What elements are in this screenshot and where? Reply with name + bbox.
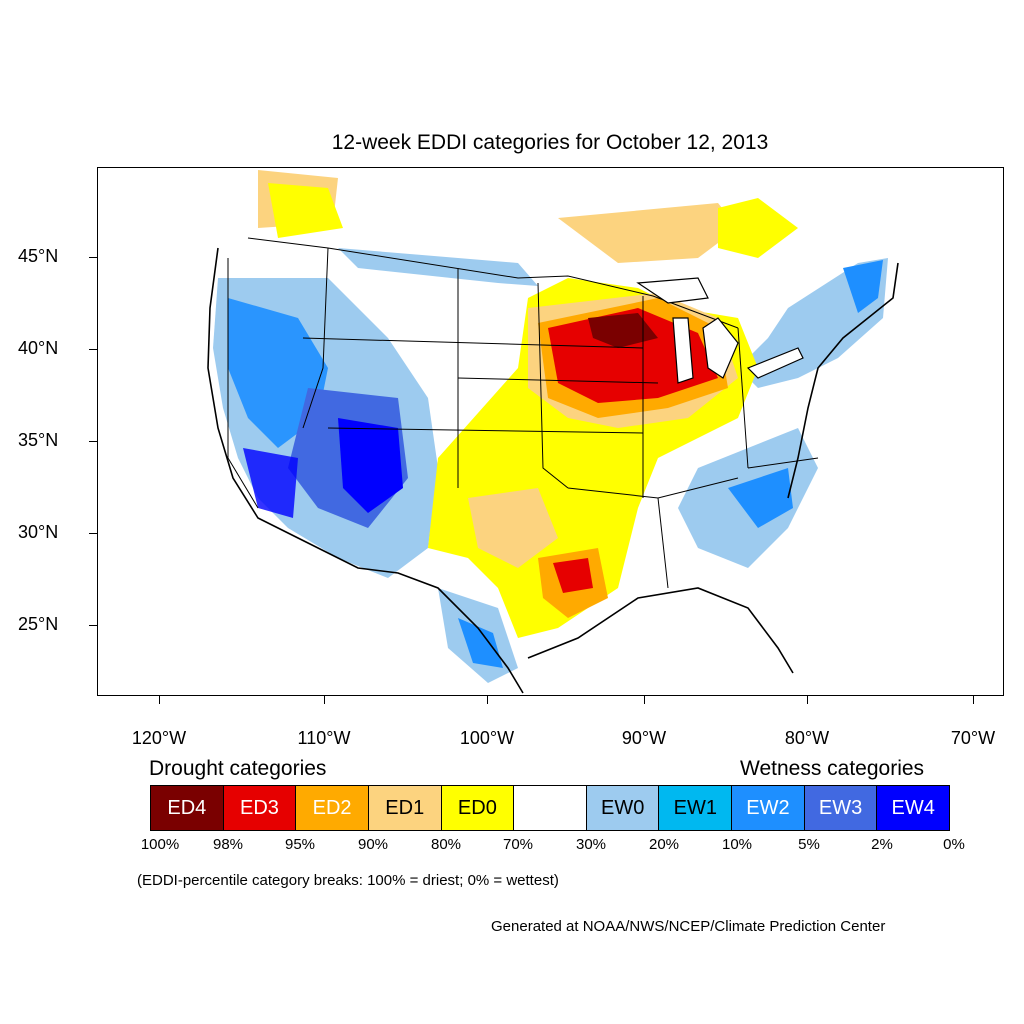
lat-label-35: 35°N	[18, 430, 59, 450]
chart-title: 12-week EDDI categories for October 12, …	[331, 131, 769, 154]
legend-swatch-ed2: ED2	[296, 786, 369, 830]
lon-tick-120	[159, 696, 160, 704]
legend-swatch-ed3: ED3	[223, 786, 297, 830]
break-label-30: 30%	[575, 836, 607, 853]
lon-tick-70	[973, 696, 974, 704]
lat-tick-30	[89, 533, 97, 534]
west-coast-ew4	[243, 448, 298, 518]
lon-tick-110	[324, 696, 325, 704]
break-label-5: 5%	[798, 836, 820, 853]
legend-label-ed4: ED4	[167, 796, 207, 819]
lat-label-25: 25°N	[18, 614, 59, 634]
legend-swatch-ew4: EW4	[877, 786, 950, 830]
category-legend: ED4 ED3 ED2 ED1 ED0 EW0 EW1 EW2 EW3 EW4	[150, 785, 950, 831]
lon-tick-80	[807, 696, 808, 704]
lon-tick-100	[487, 696, 488, 704]
canada-band-east	[558, 203, 738, 263]
lat-tick-40	[89, 349, 97, 350]
lon-label-90: 90°W	[621, 728, 667, 748]
northeast-ew1	[843, 260, 883, 313]
wisconsin-ed4	[588, 313, 658, 348]
legend-label-ed1: ED1	[385, 796, 425, 819]
lat-label-30: 30°N	[18, 522, 59, 542]
lon-tick-90	[644, 696, 645, 704]
legend-label-ed0: ED0	[457, 796, 497, 819]
lat-tick-25	[89, 625, 97, 626]
legend-swatch-ew2: EW2	[732, 786, 805, 830]
map-panel	[97, 167, 1004, 696]
legend-swatch-ed1: ED1	[368, 786, 442, 830]
legend-swatch-ew0: EW0	[586, 786, 660, 830]
break-label-90: 90%	[357, 836, 389, 853]
eddi-map	[207, 170, 983, 695]
break-label-20: 20%	[648, 836, 680, 853]
great-lakes	[636, 277, 804, 384]
break-label-98: 98%	[212, 836, 244, 853]
legend-swatch-normal	[514, 786, 587, 830]
break-label-70: 70%	[502, 836, 534, 853]
legend-label-ew4: EW4	[891, 796, 935, 819]
legend-label-ew2: EW2	[746, 796, 790, 819]
legend-label-ed2: ED2	[312, 796, 352, 819]
lat-label-40: 40°N	[18, 338, 59, 358]
lon-label-110: 110°W	[297, 728, 351, 748]
break-label-95: 95%	[284, 836, 316, 853]
drought-categories-heading: Drought categories	[149, 757, 327, 780]
legend-label-ew0: EW0	[600, 796, 645, 819]
texas-ed1	[468, 488, 558, 568]
coastline	[207, 247, 899, 694]
canada-yellow-east	[718, 198, 798, 258]
lat-tick-45	[89, 257, 97, 258]
break-label-10: 10%	[721, 836, 753, 853]
southwest-ew4	[338, 418, 403, 513]
lon-label-100: 100°W	[459, 728, 515, 748]
wetness-categories-heading: Wetness categories	[740, 757, 925, 780]
canada-band-yellow	[268, 183, 343, 238]
lon-label-120: 120°W	[131, 728, 187, 748]
lat-tick-35	[89, 441, 97, 442]
category-breaks-note: (EDDI-percentile category breaks: 100% =…	[137, 872, 559, 889]
texas-coast-ew2	[458, 618, 503, 668]
legend-label-ew1: EW1	[673, 796, 717, 819]
legend-label-ed3: ED3	[240, 796, 279, 819]
legend-swatch-ed4: ED4	[151, 786, 224, 830]
louisiana-ed3	[553, 558, 593, 593]
gulf-of-mexico	[518, 593, 983, 695]
legend-swatch-ew1: EW1	[659, 786, 733, 830]
break-label-0: 0%	[943, 836, 965, 853]
state-boundaries	[227, 237, 819, 589]
break-label-2: 2%	[871, 836, 893, 853]
lon-label-80: 80°W	[784, 728, 830, 748]
break-label-80: 80%	[430, 836, 462, 853]
lat-label-45: 45°N	[18, 246, 59, 266]
break-label-100: 100%	[140, 836, 180, 853]
legend-swatch-ew3: EW3	[804, 786, 878, 830]
lon-label-70: 70°W	[950, 728, 996, 748]
legend-label-ew3: EW3	[818, 796, 863, 819]
southeast-ew2	[728, 468, 793, 528]
credit-line: Generated at NOAA/NWS/NCEP/Climate Predi…	[491, 918, 886, 935]
legend-swatch-ed0: ED0	[441, 786, 515, 830]
